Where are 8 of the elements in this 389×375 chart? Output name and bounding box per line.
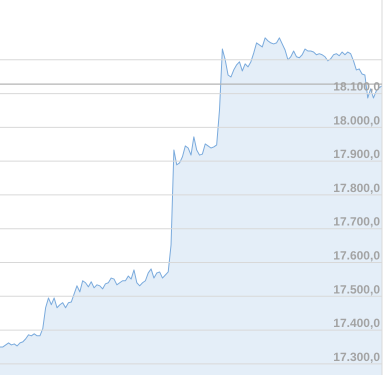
y-tick-label: 17.600,0 [333,248,380,262]
y-tick-label: 17.300,0 [333,350,380,364]
y-tick-label: 18.000,0 [333,113,380,128]
y-tick-label: 17.700,0 [333,214,380,229]
y-tick-label: 17.800,0 [333,180,380,195]
y-tick-label: 17.900,0 [333,147,380,162]
y-tick-label: 17.500,0 [333,282,380,296]
y-tick-label: 17.400,0 [333,316,380,330]
